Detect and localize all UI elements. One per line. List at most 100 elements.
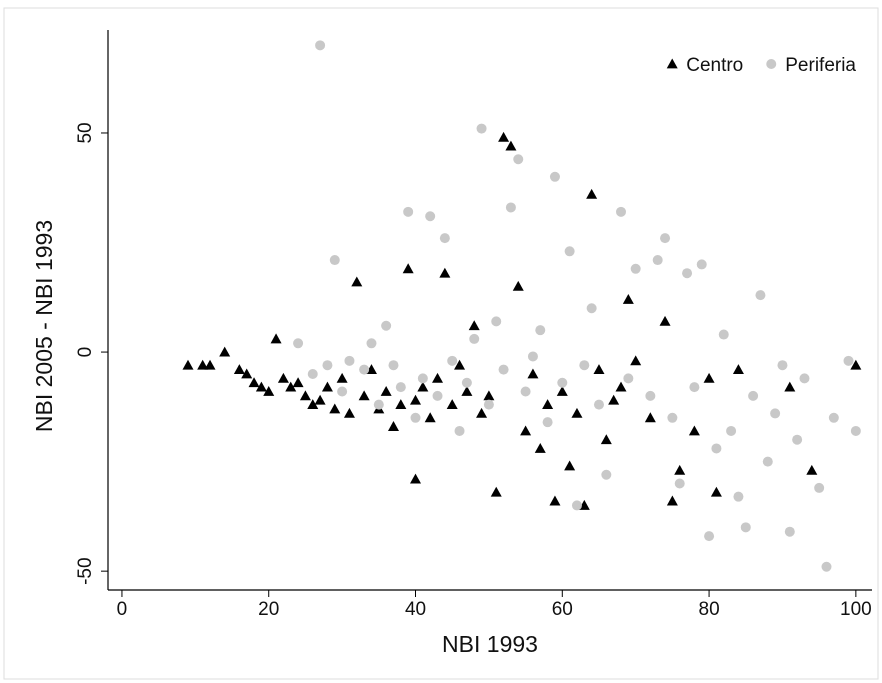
data-point — [520, 386, 531, 397]
legend-marker — [766, 59, 777, 69]
data-point — [388, 360, 399, 371]
data-point — [593, 364, 605, 374]
data-point — [447, 355, 458, 366]
data-point — [542, 399, 554, 410]
data-point — [424, 412, 436, 423]
data-point — [439, 233, 450, 244]
data-point — [476, 123, 487, 134]
data-point — [307, 399, 319, 410]
data-point — [762, 456, 773, 467]
data-point — [616, 206, 627, 217]
data-point — [527, 351, 538, 362]
data-point — [850, 359, 862, 370]
data-point — [248, 377, 260, 388]
data-point — [534, 442, 546, 453]
data-point — [454, 425, 465, 436]
data-point — [549, 495, 561, 506]
data-point — [432, 390, 443, 401]
data-point — [410, 473, 422, 484]
data-point — [696, 259, 707, 270]
data-point — [498, 364, 509, 375]
data-point — [601, 469, 612, 480]
data-point — [674, 464, 686, 475]
x-tick-label: 80 — [699, 599, 720, 620]
data-point — [204, 359, 216, 370]
data-point — [520, 425, 532, 436]
data-point — [586, 303, 597, 314]
data-point — [733, 491, 744, 502]
data-point — [461, 377, 472, 388]
y-tick-label: -50 — [75, 557, 96, 584]
y-tick-label: 50 — [75, 122, 96, 143]
data-point — [660, 233, 671, 244]
data-point — [732, 364, 744, 374]
data-point — [432, 372, 444, 383]
data-point — [469, 333, 480, 344]
data-point — [571, 500, 582, 511]
data-point — [512, 280, 524, 291]
data-point — [843, 355, 854, 366]
data-point — [381, 320, 392, 331]
data-point — [792, 434, 803, 445]
y-axis-title: NBI 2005 - NBI 1993 — [31, 220, 57, 432]
data-point — [513, 154, 524, 165]
data-point — [454, 359, 466, 370]
data-point — [241, 368, 253, 379]
x-tick-label: 100 — [840, 599, 872, 620]
data-point — [292, 377, 304, 388]
data-point — [483, 399, 494, 410]
x-tick-label: 0 — [117, 599, 128, 620]
data-point — [814, 482, 825, 493]
data-point — [417, 373, 428, 384]
data-point — [337, 386, 348, 397]
data-point — [644, 412, 656, 423]
legend-label: Centro — [686, 55, 743, 76]
data-point — [468, 320, 480, 331]
data-point — [182, 359, 194, 370]
data-point — [395, 399, 407, 410]
data-point — [556, 386, 568, 396]
data-point — [505, 202, 516, 213]
data-point — [307, 368, 318, 379]
data-point — [608, 394, 620, 405]
data-point — [600, 434, 612, 445]
data-point — [299, 390, 311, 401]
data-point — [586, 188, 598, 199]
data-point — [535, 325, 546, 336]
data-point — [461, 386, 473, 396]
data-point — [682, 268, 693, 279]
data-point — [197, 359, 209, 370]
data-point — [799, 373, 810, 384]
data-point — [322, 360, 333, 371]
legend-marker — [666, 58, 678, 69]
data-point — [387, 421, 399, 431]
data-point — [344, 355, 355, 366]
data-point — [630, 355, 642, 366]
data-point — [748, 390, 759, 401]
data-point — [314, 394, 326, 405]
data-point — [329, 255, 340, 266]
panel — [3, 7, 879, 680]
x-tick-label: 40 — [405, 599, 426, 620]
data-point — [491, 316, 502, 327]
data-point — [718, 329, 729, 340]
data-point — [703, 372, 715, 383]
data-point — [688, 425, 700, 436]
data-point — [564, 460, 576, 471]
data-point — [476, 407, 488, 418]
legend-label: Periferia — [785, 55, 856, 76]
data-point — [615, 381, 627, 392]
data-point — [571, 407, 583, 418]
data-point — [806, 464, 818, 475]
data-point — [564, 246, 575, 257]
data-point — [359, 364, 370, 375]
data-point — [770, 408, 781, 419]
data-point — [850, 425, 861, 436]
data-point — [255, 381, 267, 392]
data-point — [293, 338, 304, 349]
data-point — [277, 372, 289, 383]
data-point — [403, 206, 414, 217]
data-point — [557, 377, 568, 388]
data-point — [579, 360, 590, 371]
